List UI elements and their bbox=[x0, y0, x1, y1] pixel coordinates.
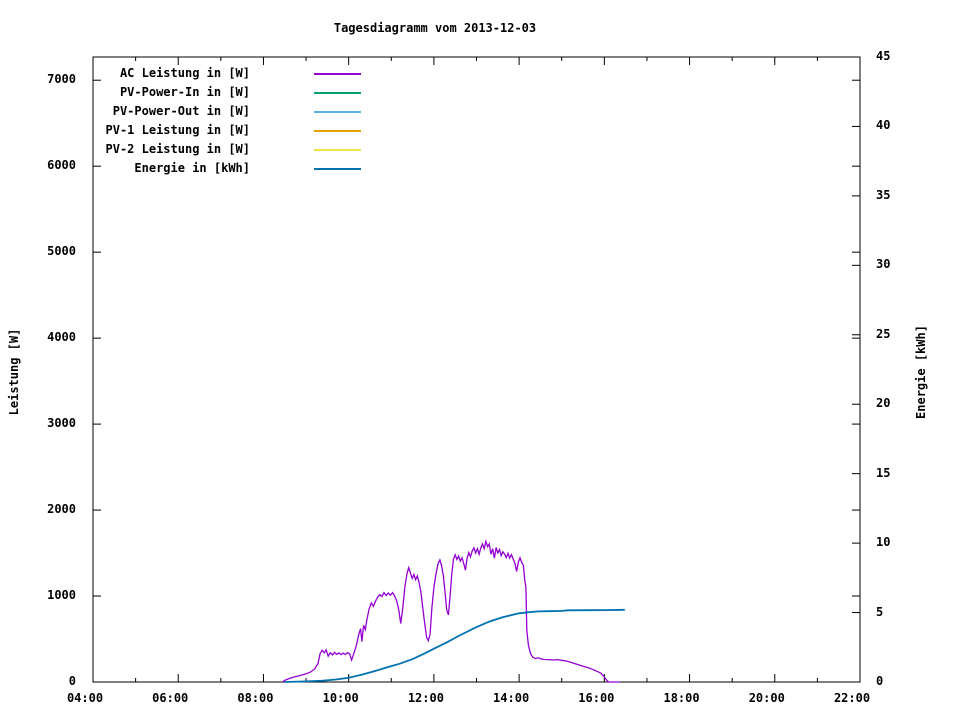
x-tick-label: 06:00 bbox=[152, 691, 189, 705]
x-tick-label: 18:00 bbox=[663, 691, 700, 705]
y2-tick-label: 30 bbox=[876, 257, 891, 272]
y2-tick-label: 45 bbox=[876, 49, 891, 63]
legend-line-sample bbox=[314, 168, 361, 170]
y1-tick-label: 3000 bbox=[47, 416, 76, 431]
ac-power-series bbox=[282, 538, 621, 683]
x-tick-label: 16:00 bbox=[578, 691, 615, 705]
y1-tick-label: 4000 bbox=[47, 330, 76, 345]
x-tick-label: 08:00 bbox=[237, 691, 274, 705]
legend-label: AC Leistung in [W] bbox=[119, 66, 250, 80]
energy-series bbox=[284, 608, 625, 683]
legend-label: PV-2 Leistung in [W] bbox=[105, 142, 251, 156]
y2-tick-label: 5 bbox=[876, 604, 884, 619]
x-tick-label: 10:00 bbox=[322, 691, 359, 705]
x-tick-label: 22:00 bbox=[833, 691, 871, 705]
y-axis-label-right: Energie [kWh] bbox=[914, 325, 928, 419]
y1-tick-label: 7000 bbox=[47, 72, 76, 87]
legend-line-sample bbox=[314, 111, 361, 113]
x-tick-label: 04:00 bbox=[66, 691, 104, 705]
y2-tick-label: 40 bbox=[876, 118, 891, 133]
x-tick-label: 20:00 bbox=[748, 691, 785, 705]
y2-tick-label: 0 bbox=[876, 674, 884, 688]
chart-title: Tagesdiagramm vom 2013-12-03 bbox=[333, 21, 537, 35]
y1-tick-label: 5000 bbox=[47, 244, 76, 259]
legend-line-sample bbox=[314, 130, 361, 132]
x-tick-label: 14:00 bbox=[493, 691, 530, 705]
y2-tick-label: 35 bbox=[876, 187, 891, 202]
legend-label: PV-Power-In in [W] bbox=[119, 85, 250, 99]
y1-tick-label: 1000 bbox=[47, 588, 76, 603]
y1-tick-label: 0 bbox=[68, 674, 76, 688]
legend-label: Energie in [kWh] bbox=[134, 161, 250, 175]
y2-tick-label: 25 bbox=[876, 326, 891, 341]
legend-line-sample bbox=[314, 73, 361, 75]
legend-label: PV-Power-Out in [W] bbox=[112, 104, 250, 118]
legend-label: PV-1 Leistung in [W] bbox=[105, 123, 251, 137]
y1-tick-label: 6000 bbox=[47, 158, 76, 173]
legend-line-sample bbox=[314, 149, 361, 151]
y2-tick-label: 10 bbox=[876, 535, 891, 550]
x-tick-label: 12:00 bbox=[407, 691, 444, 705]
legend-line-sample bbox=[314, 92, 361, 94]
y2-tick-label: 15 bbox=[876, 465, 891, 480]
y2-tick-label: 20 bbox=[876, 396, 891, 411]
y1-tick-label: 2000 bbox=[47, 502, 76, 517]
